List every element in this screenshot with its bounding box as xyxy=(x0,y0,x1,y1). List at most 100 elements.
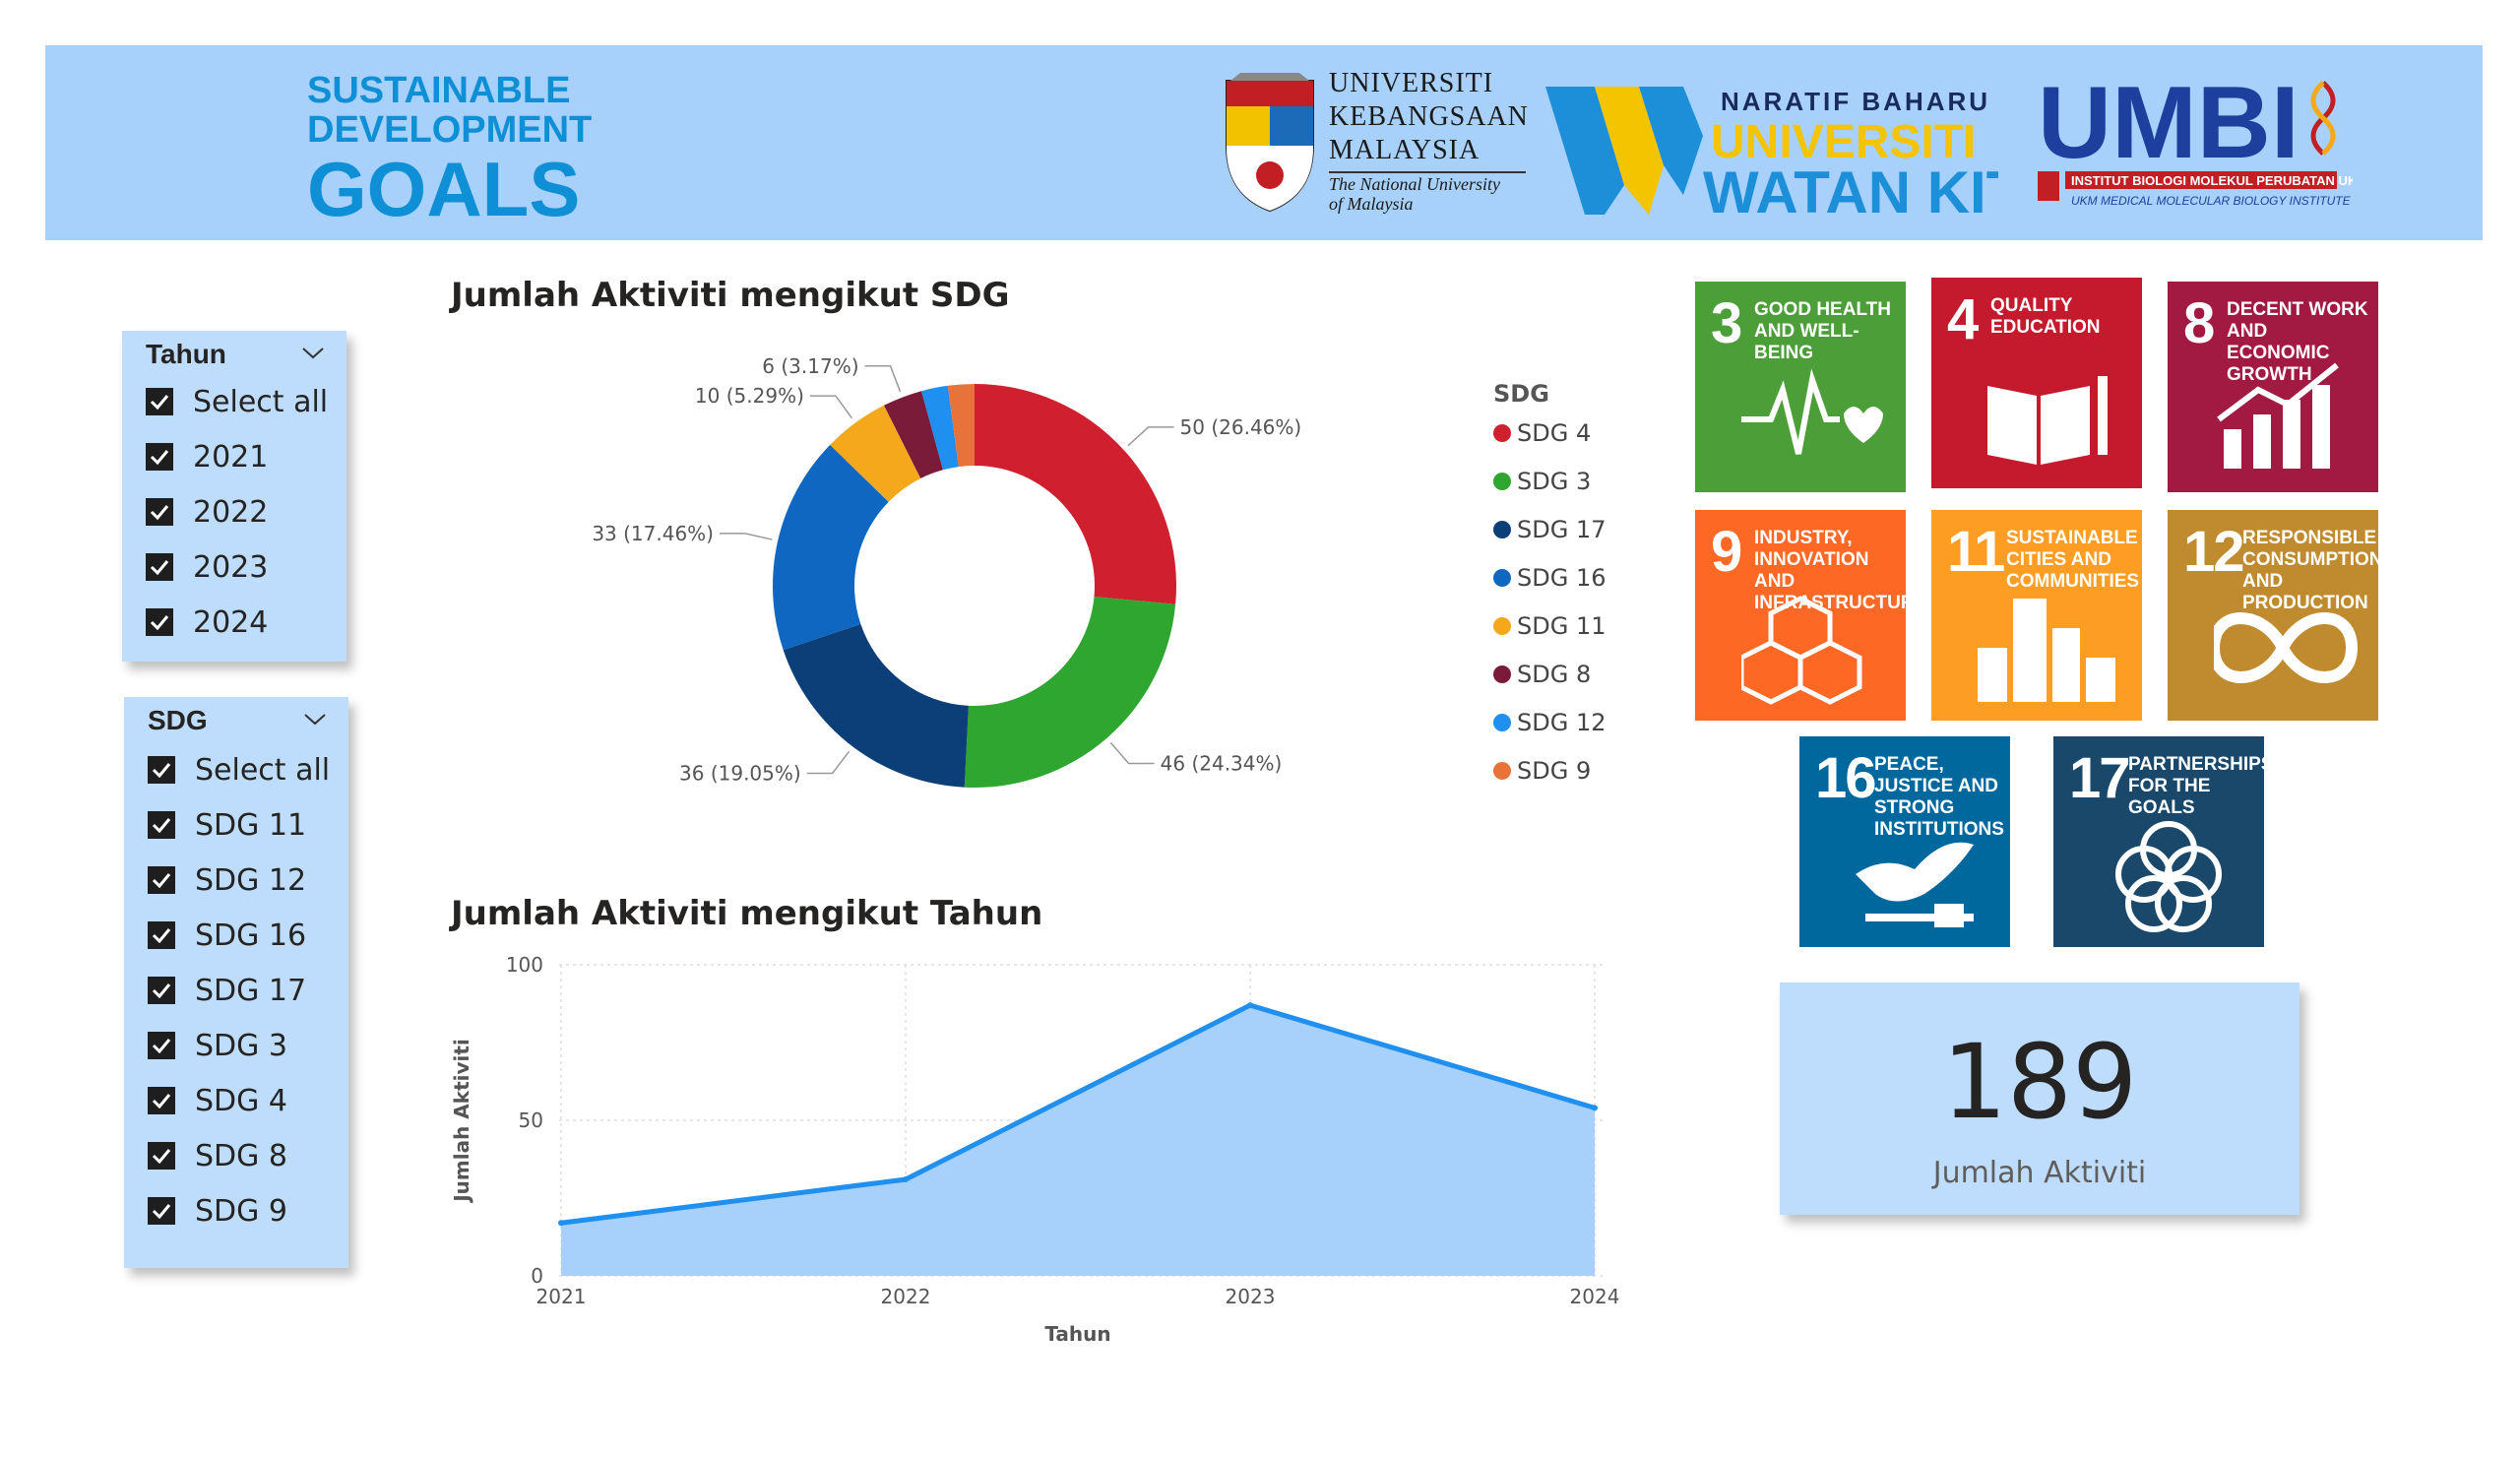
growth-chart-icon xyxy=(2217,362,2339,469)
checkbox-icon[interactable] xyxy=(146,553,173,581)
donut-chart: 50 (26.46%) 46 (24.34%) 36 (19.05%) 33 (17.… xyxy=(592,354,1301,788)
slicer-item-label: SDG 12 xyxy=(195,862,307,898)
slicer-sdg-item[interactable]: SDG 11 xyxy=(148,805,306,845)
slicer-tahun[interactable]: Tahun Select all 2021 2022 2023 2024 xyxy=(122,331,346,662)
area-data-point[interactable] xyxy=(1247,1002,1253,1009)
slicer-sdg-item[interactable]: SDG 8 xyxy=(148,1136,287,1175)
legend-item[interactable]: SDG 11 xyxy=(1493,612,1606,640)
slicer-tahun-item[interactable]: 2022 xyxy=(146,492,268,532)
area-series-line[interactable] xyxy=(560,1002,1596,1226)
city-icon xyxy=(1978,599,2115,702)
donut-leader-line xyxy=(1109,741,1155,765)
donut-slice-sdg-11[interactable] xyxy=(830,405,921,502)
sdg-tile-12: 12 Responsible consumption and production xyxy=(2168,510,2383,721)
area-fill xyxy=(561,1005,1595,1276)
checkbox-icon[interactable] xyxy=(146,443,173,471)
legend-dot-icon xyxy=(1493,762,1511,780)
sdg-tile-label: Partnerships for the goals xyxy=(2128,754,2274,818)
checkbox-icon[interactable] xyxy=(148,1032,175,1059)
donut-chart-title: Jumlah Aktiviti mengikut SDG xyxy=(451,276,1010,315)
slicer-item-label: SDG 17 xyxy=(195,973,307,1008)
book-icon xyxy=(1987,376,2108,465)
sdg-tile-label: Decent work and economic growth xyxy=(2227,299,2368,385)
donut-slice-sdg-17[interactable] xyxy=(783,623,969,788)
dove-icon xyxy=(1856,842,1974,927)
legend-item[interactable]: SDG 9 xyxy=(1493,757,1591,785)
x-tick-label: 2024 xyxy=(1570,1285,1620,1308)
slicer-item-label: 2021 xyxy=(193,439,269,475)
sdg-tile-label: Sustainable cities and communities xyxy=(2006,528,2140,592)
legend-label: SDG 17 xyxy=(1517,516,1606,543)
checkbox-icon[interactable] xyxy=(148,866,175,894)
checkbox-icon[interactable] xyxy=(148,921,175,949)
sdg-tile-17: 17 Partnerships for the goals xyxy=(2053,736,2273,947)
checkbox-icon[interactable] xyxy=(148,1087,175,1114)
ukm-name-line2: KEBANGSAAN xyxy=(1329,101,1529,132)
slicer-sdg-item[interactable]: SDG 17 xyxy=(148,971,306,1010)
donut-slice-sdg-3[interactable] xyxy=(964,597,1176,788)
area-data-point[interactable] xyxy=(903,1176,909,1183)
sdg-tile-label: Responsible consumption and production xyxy=(2242,528,2383,613)
legend-dot-icon xyxy=(1493,617,1511,635)
donut-slice-sdg-9[interactable] xyxy=(947,384,975,468)
checkbox-icon[interactable] xyxy=(148,756,175,784)
slicer-sdg-item[interactable]: Select all xyxy=(148,750,330,790)
chevron-down-icon[interactable] xyxy=(301,347,325,360)
sdg-tile-label: Quality education xyxy=(1990,295,2101,338)
legend-item[interactable]: SDG 4 xyxy=(1493,419,1591,447)
slicer-sdg-item[interactable]: SDG 4 xyxy=(148,1081,287,1120)
umbi-sub2-text: UKM MEDICAL MOLECULAR BIOLOGY INSTITUTE xyxy=(2071,194,2352,208)
heartbeat-icon xyxy=(1741,368,1883,455)
sdg-tile-number: 4 xyxy=(1947,287,1979,351)
slicer-tahun-item[interactable]: 2023 xyxy=(146,547,268,587)
sdg-tile-4: 4 Quality education xyxy=(1931,278,2142,488)
slicer-sdg-item[interactable]: SDG 12 xyxy=(148,860,306,900)
slicer-tahun-item[interactable]: Select all xyxy=(146,382,328,421)
donut-leader-line xyxy=(806,750,850,775)
sdg-tile-label: Peace, justice and strong institutions xyxy=(1874,754,2004,840)
checkbox-icon[interactable] xyxy=(148,1142,175,1170)
legend-dot-icon xyxy=(1493,714,1511,731)
legend-item[interactable]: SDG 16 xyxy=(1493,564,1606,592)
legend-item[interactable]: SDG 8 xyxy=(1493,661,1591,688)
sdg-tile-number: 8 xyxy=(2183,291,2215,355)
donut-slice-sdg-12[interactable] xyxy=(921,385,959,471)
slicer-sdg-item[interactable]: SDG 9 xyxy=(148,1191,287,1231)
donut-leader-line xyxy=(864,365,902,393)
sdg-tile-3: 3 Good health and well-being xyxy=(1695,282,1906,492)
slicer-item-label: SDG 16 xyxy=(195,918,307,953)
donut-slice-sdg-4[interactable] xyxy=(975,384,1176,604)
area-data-point[interactable] xyxy=(1592,1105,1598,1111)
ukm-subtitle-line1: The National University xyxy=(1329,174,1500,194)
slicer-item-label: 2024 xyxy=(193,604,269,640)
donut-data-label: 36 (19.05%) xyxy=(679,762,801,786)
x-axis-title: Tahun xyxy=(1044,1322,1110,1346)
checkbox-icon[interactable] xyxy=(148,1197,175,1225)
donut-slice-sdg-8[interactable] xyxy=(883,391,943,478)
checkbox-icon[interactable] xyxy=(146,498,173,526)
legend-dot-icon xyxy=(1493,424,1511,442)
legend-item[interactable]: SDG 3 xyxy=(1493,468,1591,495)
slicer-tahun-item[interactable]: 2021 xyxy=(146,437,268,476)
area-data-point[interactable] xyxy=(558,1220,564,1227)
donut-legend-title: SDG xyxy=(1493,380,1549,408)
checkbox-icon[interactable] xyxy=(146,608,173,636)
slicer-sdg[interactable]: SDG Select all SDG 11 SDG 12 SDG 16 SDG … xyxy=(124,697,348,1268)
legend-item[interactable]: SDG 12 xyxy=(1493,709,1606,736)
legend-label: SDG 9 xyxy=(1517,757,1592,785)
legend-item[interactable]: SDG 17 xyxy=(1493,516,1606,543)
sdg-tile-9: 9 Industry, innovation and infrastructure xyxy=(1695,510,1926,721)
checkbox-icon[interactable] xyxy=(148,977,175,1004)
slicer-sdg-item[interactable]: SDG 3 xyxy=(148,1026,287,1065)
checkbox-icon[interactable] xyxy=(148,811,175,839)
slicer-sdg-item[interactable]: SDG 16 xyxy=(148,916,306,955)
kpi-caption: Jumlah Aktiviti xyxy=(1932,1156,2147,1190)
area-chart-title: Jumlah Aktiviti mengikut Tahun xyxy=(451,894,1043,933)
sdg-logo-line1: SUSTAINABLE xyxy=(307,70,571,111)
donut-slice-sdg-16[interactable] xyxy=(773,444,889,651)
checkbox-icon[interactable] xyxy=(146,388,173,415)
slicer-tahun-item[interactable]: 2024 xyxy=(146,602,268,642)
chevron-down-icon[interactable] xyxy=(303,713,327,727)
sdg-tile-8: 8 Decent work and economic growth xyxy=(2168,282,2378,492)
sdg-logo-goals: GOALS xyxy=(307,146,581,232)
